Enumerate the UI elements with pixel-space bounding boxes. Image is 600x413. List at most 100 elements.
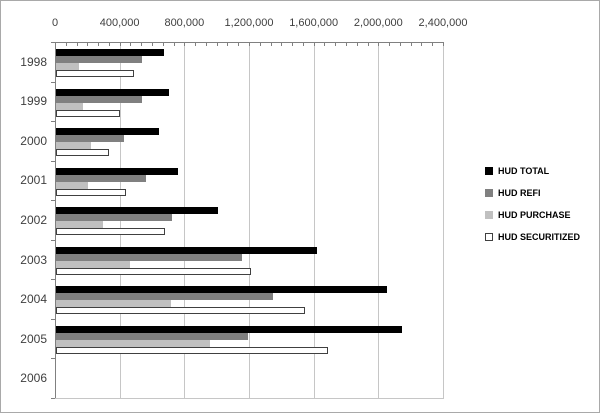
bar-hud-refi [56,293,273,301]
bar-hud-refi [56,56,142,63]
y-axis-tick-label: 2006 [20,371,47,386]
legend-swatch-hud-purchase [485,211,493,219]
bar-hud-purchase [56,181,89,189]
bar-hud-total [56,207,218,215]
y-axis-tick-label: 2005 [20,331,47,346]
y-axis-tick-label: 2000 [20,133,47,148]
x-axis-tick [205,42,207,46]
x-axis-tick-label: 1,200,000 [224,17,274,29]
x-axis-tick [152,42,153,46]
x-axis-tick [292,42,294,46]
legend-item: HUD TOTAL [485,166,549,176]
x-axis-tick [367,42,369,46]
x-axis-tick [270,42,272,46]
bar-hud-refi [56,332,249,340]
x-axis-tick [313,42,315,46]
x-axis-tick [119,42,121,46]
x-axis-tick [227,42,229,46]
bar-hud-refi [56,214,172,222]
x-axis-tick [87,42,89,46]
x-axis-tick [421,42,423,46]
x-axis-tick [302,42,304,46]
bar-hud-securitized [56,346,329,354]
bar-hud-purchase [56,102,84,110]
legend-swatch-hud-securitized [485,233,493,241]
x-axis-tick [76,42,78,46]
x-axis-tick [324,42,326,46]
bar-hud-purchase [56,63,79,70]
x-axis-tick [389,42,391,46]
y-axis-tick-label: 2002 [20,213,47,227]
x-axis-tick [108,42,110,46]
x-axis-tick [281,42,283,46]
major-gridline [184,42,186,398]
x-axis-tick [399,42,401,46]
bar-hud-refi [56,95,142,103]
legend-label: HUD SECURITIZED [498,232,581,242]
x-axis-tick [55,42,56,46]
x-axis-tick-label: 0 [51,17,59,29]
x-axis-tick [141,42,143,46]
x-axis-tick [65,42,67,46]
x-axis-tick [184,42,186,46]
bar-hud-purchase [56,339,210,347]
bar-hud-total [56,167,179,175]
y-axis-tick [51,358,55,360]
bar-hud-securitized [56,149,109,157]
legend-label: HUD PURCHASE [498,210,571,220]
y-axis-line [55,42,56,399]
y-axis-tick [51,318,55,320]
x-axis-tick-label: 2,400,000 [418,17,468,29]
bar-hud-purchase [56,221,103,229]
x-axis-tick [173,42,175,46]
x-axis-tick [238,42,240,46]
bar-hud-refi [56,174,146,182]
y-axis-tick-label: 1999 [20,94,47,109]
x-axis-tick [356,42,358,46]
x-axis-tick-label: 2,000,000 [353,17,403,29]
legend-label: HUD TOTAL [498,166,550,176]
y-axis-tick-label: 2004 [20,292,47,307]
y-axis-tick [51,279,55,281]
x-axis-tick [443,42,444,46]
legend-item: HUD PURCHASE [485,210,571,220]
x-axis-tick-label: 400,000 [99,17,140,29]
x-axis-tick [249,42,250,46]
y-axis-tick [51,239,55,241]
y-axis-tick [51,160,55,162]
x-axis-tick-label: 800,000 [164,17,205,29]
major-gridline [443,42,444,398]
bar-hud-purchase [56,142,91,150]
legend-swatch-hud-total [485,167,493,175]
bar-hud-securitized [56,228,166,236]
y-axis-tick-label: 1998 [20,54,47,69]
legend-item: HUD REFI [485,188,541,198]
y-axis-tick [51,42,55,43]
bar-hud-total [56,325,402,333]
legend-label: HUD REFI [498,188,541,198]
x-axis-tick [162,42,164,46]
bar-hud-securitized [56,109,120,117]
bar-hud-refi [56,135,124,143]
y-axis-tick [51,121,55,123]
y-axis-tick-label: 2003 [20,252,47,267]
x-axis-tick [432,42,434,46]
bar-hud-securitized [56,70,134,77]
bar-hud-total [56,128,159,136]
major-gridline [313,42,315,398]
bar-hud-total [56,286,388,294]
bar-hud-securitized [56,307,305,315]
major-gridline [249,42,250,398]
bar-hud-purchase [56,260,131,268]
x-axis-tick [378,42,380,46]
bar-hud-total [56,88,170,96]
x-axis-tick [346,42,347,46]
x-axis-tick-label: 1,600,000 [289,17,339,29]
x-axis-tick [130,42,132,46]
bar-hud-total [56,246,318,254]
x-axis-tick [335,42,337,46]
bar-hud-securitized [56,267,251,275]
x-axis-tick [98,42,100,46]
y-axis-tick-label: 2001 [20,173,47,188]
